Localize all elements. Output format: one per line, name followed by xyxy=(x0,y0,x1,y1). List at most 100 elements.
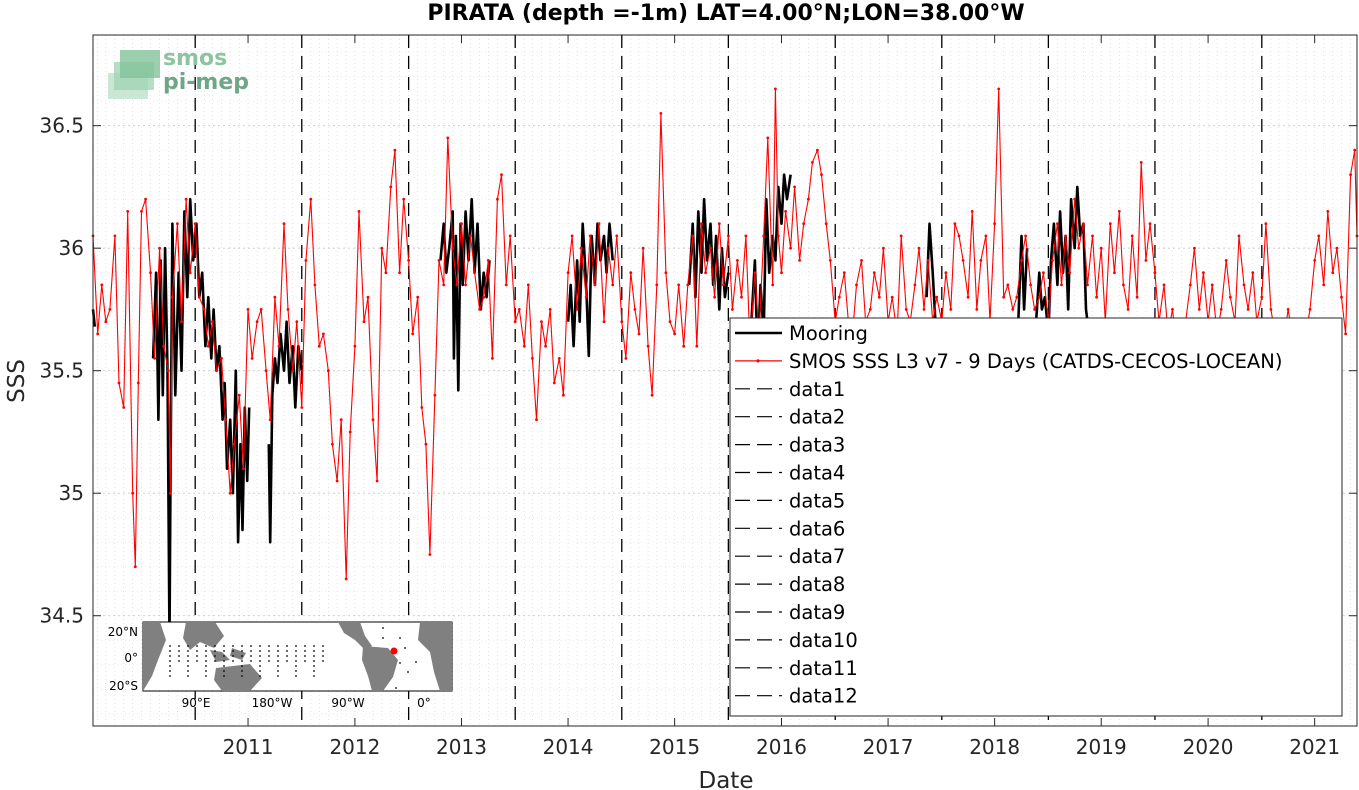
series-point-smos xyxy=(206,344,210,348)
series-point-smos xyxy=(1264,222,1268,226)
inset-buoy-dot xyxy=(223,665,225,667)
inset-lat-tick: 20°S xyxy=(109,679,138,693)
series-point-smos xyxy=(1193,246,1196,250)
inset-buoy-dot xyxy=(241,675,243,677)
series-point-smos xyxy=(588,234,592,238)
series-point-smos xyxy=(1188,283,1192,287)
x-tick-label: 2014 xyxy=(543,735,594,759)
series-point-smos xyxy=(855,283,858,287)
series-point-smos xyxy=(1056,222,1059,226)
series-point-smos xyxy=(259,308,263,311)
series-point-smos xyxy=(309,197,313,201)
inset-lon-tick: 90°E xyxy=(182,696,211,710)
series-point-smos xyxy=(1219,308,1223,311)
inset-buoy-dot xyxy=(277,660,279,662)
inset-buoy-dot xyxy=(169,645,171,647)
series-point-smos xyxy=(673,332,676,336)
series-point-smos xyxy=(366,295,370,299)
series-point-smos xyxy=(597,222,601,226)
series-point-smos xyxy=(1308,308,1312,311)
series-point-smos xyxy=(602,320,606,324)
inset-buoy-dot xyxy=(295,670,297,672)
series-point-smos xyxy=(620,320,624,324)
inset-buoy-dot xyxy=(259,665,261,667)
inset-buoy-dot xyxy=(382,627,384,629)
inset-buoy-dot xyxy=(232,650,234,652)
series-point-smos xyxy=(464,283,467,287)
legend-entry: data12 xyxy=(789,685,858,708)
legend-entry: Mooring xyxy=(789,322,868,345)
series-point-smos xyxy=(615,234,619,238)
series-point-smos xyxy=(926,259,930,262)
inset-buoy-dot xyxy=(395,687,397,689)
series-point-smos xyxy=(331,442,334,446)
inset-buoy-dot xyxy=(277,670,279,672)
series-point-smos xyxy=(300,406,304,409)
inset-buoy-dot xyxy=(259,670,261,672)
inset-buoy-dot xyxy=(304,660,306,662)
series-point-smos xyxy=(158,246,162,250)
inset-land-west-africa xyxy=(418,622,452,691)
inset-land-australia xyxy=(214,664,262,691)
series-point-smos xyxy=(268,418,272,422)
series-point-smos xyxy=(780,271,783,275)
inset-buoy-dot xyxy=(250,645,252,647)
inset-buoy-dot xyxy=(241,670,243,672)
smos-pi-mep-logo: smos pi-mep xyxy=(108,46,249,99)
inset-buoy-dots xyxy=(169,627,417,689)
series-point-smos xyxy=(877,295,881,299)
inset-buoy-dot xyxy=(232,645,234,647)
series-point-smos xyxy=(317,344,321,348)
series-point-smos xyxy=(326,369,330,373)
legend-entry: data10 xyxy=(789,629,858,652)
series-point-smos xyxy=(816,148,819,152)
series-point-smos xyxy=(237,393,241,397)
series-point-smos xyxy=(824,222,828,226)
inset-buoy-dot xyxy=(295,645,297,647)
series-point-smos xyxy=(570,234,574,238)
series-point-smos xyxy=(348,430,352,434)
inset-buoy-dot xyxy=(223,675,225,677)
series-point-smos xyxy=(807,197,810,201)
inset-buoy-dot xyxy=(187,670,189,672)
inset-buoy-dot xyxy=(407,671,409,673)
legend-swatch-marker xyxy=(756,359,760,363)
series-point-smos xyxy=(442,283,446,287)
series-point-smos xyxy=(709,246,712,250)
inset-buoy-dot xyxy=(205,660,207,662)
series-point-smos xyxy=(535,418,538,422)
series-point-smos xyxy=(424,442,428,446)
series-point-smos xyxy=(1095,295,1098,299)
series-point-smos xyxy=(820,173,823,177)
series-point-smos xyxy=(202,308,206,311)
series-point-smos xyxy=(953,222,957,226)
series-point-smos xyxy=(917,246,921,250)
series-point-smos xyxy=(682,344,686,348)
series-point-smos xyxy=(593,283,597,287)
series-point-smos xyxy=(482,295,486,299)
series-point-smos xyxy=(180,320,183,324)
inset-station-marker xyxy=(390,647,398,655)
series-point-smos xyxy=(508,234,512,238)
legend-entry: data7 xyxy=(789,545,845,568)
inset-buoy-dot xyxy=(169,650,171,652)
series-point-smos xyxy=(153,357,157,360)
legend-entry: data11 xyxy=(789,657,858,680)
series-point-smos xyxy=(188,271,192,275)
series-point-smos xyxy=(169,491,172,495)
inset-lon-tick: 0° xyxy=(417,696,431,710)
series-point-smos xyxy=(335,479,339,483)
x-tick-label: 2012 xyxy=(329,735,380,759)
series-point-smos xyxy=(1344,332,1347,336)
inset-buoy-dot xyxy=(277,645,279,647)
inset-buoy-dot xyxy=(205,645,207,647)
series-point-smos xyxy=(500,173,503,177)
series-point-smos xyxy=(970,210,974,213)
inset-buoy-dot xyxy=(169,675,171,677)
series-point-smos xyxy=(437,259,441,262)
inset-buoy-dot xyxy=(205,670,207,672)
series-point-smos xyxy=(1162,283,1166,287)
series-point-smos xyxy=(273,295,277,299)
inset-buoy-dot xyxy=(178,650,180,652)
series-point-smos xyxy=(842,271,846,275)
